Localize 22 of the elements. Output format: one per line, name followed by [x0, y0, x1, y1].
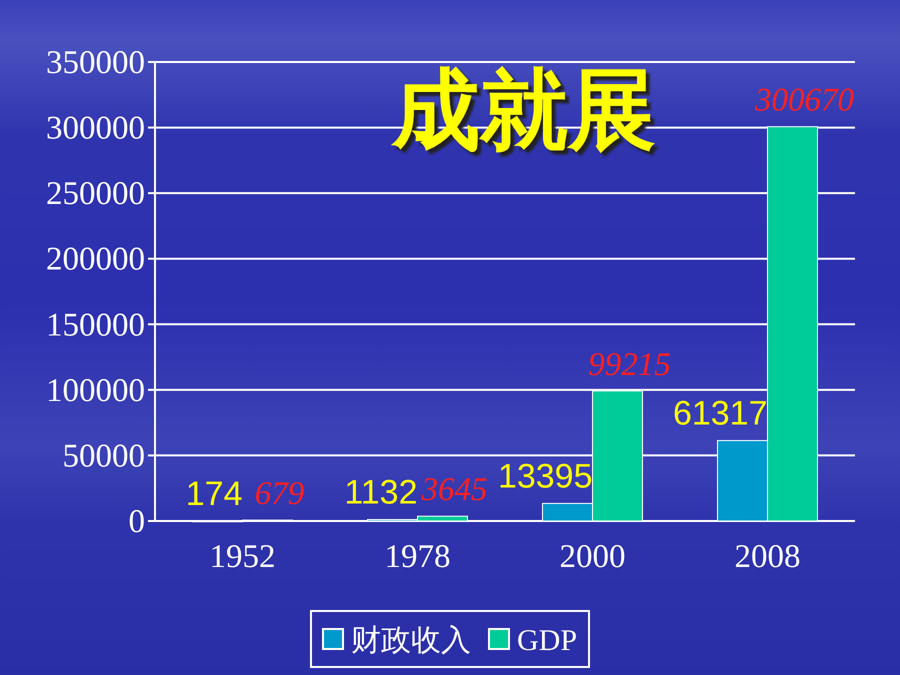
x-tick-label: 1952 [210, 539, 276, 575]
data-label: 679 [254, 476, 304, 512]
y-tick-label: 50000 [62, 438, 145, 474]
x-tick-label: 1978 [384, 539, 450, 575]
x-tick-label: 2000 [560, 539, 626, 575]
data-label: 99215 [588, 346, 671, 383]
legend-label: GDP [517, 624, 577, 657]
data-label: 61317 [672, 394, 768, 433]
y-tick-label: 350000 [46, 45, 145, 81]
y-tick-label: 100000 [46, 372, 145, 409]
y-tick-label: 150000 [46, 307, 145, 344]
y-tick-label: 200000 [46, 242, 145, 278]
legend-label: 财政收入 [351, 624, 471, 657]
data-label: 1132 [344, 474, 418, 512]
y-tick-label: 250000 [46, 176, 145, 212]
data-label: 300670 [755, 82, 854, 119]
y-tick-label: 0 [128, 504, 145, 540]
data-label: 174 [186, 474, 242, 513]
data-label: 13395 [498, 457, 592, 496]
y-tick-label: 300000 [46, 110, 145, 147]
x-tick-label: 2008 [734, 539, 800, 575]
data-label: 3645 [422, 472, 488, 508]
